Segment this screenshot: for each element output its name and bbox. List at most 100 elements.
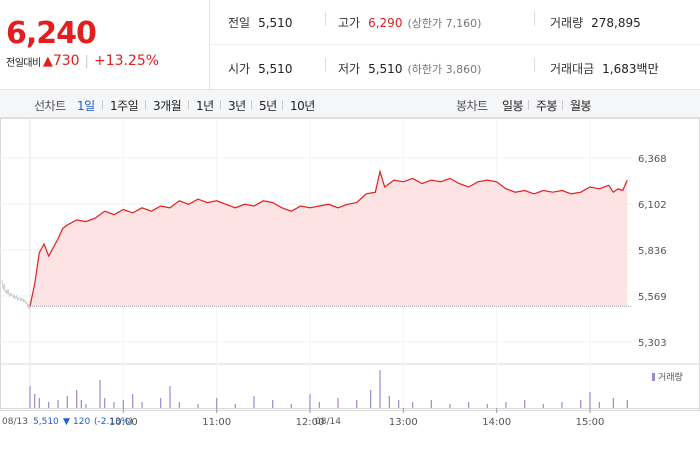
price-box: 6,240 전일대비 ▲ 730 | +13.25%: [0, 0, 210, 90]
upper-limit: (상한가 7,160): [407, 17, 482, 30]
tab-divider: [528, 100, 529, 110]
tab-3y[interactable]: 3년: [228, 99, 246, 113]
prev-day-line: [1, 280, 31, 310]
chart-range-bar: 선차트 1일 1주일 3개월 1년 3년 5년 10년 봉차트 일봉 주봉 월봉: [0, 90, 700, 118]
x-tick-label: 13:00: [389, 417, 418, 428]
volume-bar: [542, 404, 544, 408]
prev-price-label: 5,510: [33, 417, 59, 427]
tab-1w[interactable]: 1주일: [110, 99, 139, 113]
tab-daily-candle[interactable]: 일봉: [502, 99, 524, 113]
tab-10y[interactable]: 10년: [290, 99, 315, 113]
up-arrow-icon: ▲: [42, 53, 53, 69]
volume-bar: [85, 404, 87, 408]
volume-bar: [580, 400, 582, 408]
stat-low: 저가 5,510 (하한가 3,860): [338, 60, 481, 77]
volume-bar: [80, 400, 82, 408]
x-tick-label: 14:00: [482, 417, 511, 428]
x-tick-label: 10:00: [109, 417, 138, 428]
stat-label: 고가: [338, 16, 361, 30]
volume-bar: [468, 402, 470, 408]
today-date-label: 08/14: [315, 417, 341, 427]
volume-bar: [38, 398, 40, 408]
divider: [534, 12, 535, 26]
change-percent: +13.25%: [93, 53, 160, 69]
volume-bar: [626, 400, 628, 408]
lower-limit: (하한가 3,860): [407, 63, 482, 76]
stat-prev-close: 전일 5,510: [228, 14, 292, 31]
divider: [534, 58, 535, 72]
price-change: 전일대비 ▲ 730 | +13.25%: [6, 53, 159, 69]
volume-bar: [598, 402, 600, 408]
volume-legend-swatch: [652, 373, 655, 381]
stat-label: 저가: [338, 62, 361, 76]
change-label: 전일대비: [6, 57, 41, 69]
volume-bar: [197, 404, 199, 408]
volume-bar: [99, 380, 101, 408]
volume-bar: [486, 404, 488, 408]
row-divider: [211, 44, 700, 45]
volume-bar: [388, 396, 390, 408]
change-value: 730: [52, 53, 80, 69]
stat-value: 278,895: [591, 16, 641, 30]
tab-divider: [282, 100, 283, 110]
y-tick-label: 5,836: [638, 246, 667, 257]
volume-bar: [318, 402, 320, 408]
volume-bar: [29, 386, 31, 408]
tab-1y[interactable]: 1년: [196, 99, 214, 113]
stat-high: 고가 6,290 (상한가 7,160): [338, 14, 481, 31]
tab-divider: [220, 100, 221, 110]
volume-bar: [524, 400, 526, 408]
tab-1d[interactable]: 1일: [77, 99, 95, 113]
y-tick-label: 5,569: [638, 292, 667, 303]
tab-weekly-candle[interactable]: 주봉: [536, 99, 558, 113]
divider: [325, 12, 326, 26]
stat-value: 5,510: [258, 16, 293, 30]
volume-bar: [412, 402, 414, 408]
stat-label: 시가: [228, 62, 251, 76]
volume-bar: [169, 386, 171, 408]
down-arrow-icon: ▼: [63, 417, 70, 427]
stat-label: 거래량: [550, 16, 584, 30]
stat-trade-amount: 거래대금 1,683백만: [550, 60, 659, 77]
volume-bar: [122, 400, 124, 408]
volume-bar: [612, 398, 614, 408]
price-line: [29, 169, 628, 307]
volume-bar: [113, 402, 115, 408]
tab-divider: [102, 100, 103, 110]
volume-bar: [379, 370, 381, 408]
volume-bar: [76, 390, 78, 408]
stat-label: 전일: [228, 16, 251, 30]
stat-value: 1,683: [602, 62, 637, 76]
tab-3m[interactable]: 3개월: [153, 99, 182, 113]
volume-bar: [132, 394, 134, 408]
tab-monthly-candle[interactable]: 월봉: [570, 99, 592, 113]
x-tick-label: 12:00: [296, 417, 325, 428]
volume-bar: [34, 394, 36, 408]
y-tick-label: 6,102: [638, 200, 667, 211]
stat-volume: 거래량 278,895: [550, 14, 641, 31]
tab-divider: [188, 100, 189, 110]
tab-5y[interactable]: 5년: [259, 99, 277, 113]
volume-legend: 거래량: [658, 371, 683, 383]
volume-bar: [253, 396, 255, 408]
volume-bar: [337, 398, 339, 408]
volume-bar: [57, 400, 59, 408]
volume-bar: [141, 402, 143, 408]
volume-bar: [216, 398, 218, 408]
volume-bar: [430, 400, 432, 408]
volume-bar: [178, 402, 180, 408]
volume-bar: [309, 394, 311, 408]
stat-label: 거래대금: [550, 62, 595, 76]
candle-chart-title: 봉차트: [456, 99, 488, 113]
stat-open: 시가 5,510: [228, 60, 292, 77]
stat-value: 5,510: [368, 62, 403, 76]
prev-change-pct: (-2.13%): [94, 417, 133, 427]
volume-bar: [398, 400, 400, 408]
volume-bar: [356, 400, 358, 408]
divider: [325, 58, 326, 72]
prev-change-label: 120: [73, 417, 90, 427]
change-divider: |: [84, 53, 89, 69]
tab-divider: [562, 100, 563, 110]
volume-bar: [449, 404, 451, 408]
volume-bar: [66, 396, 68, 408]
